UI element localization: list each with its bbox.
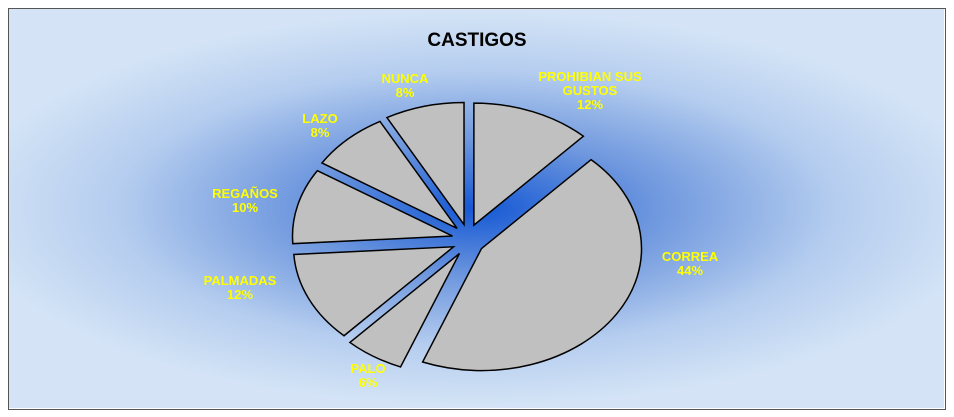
- chart-frame: [8, 8, 946, 410]
- slice-label: PALO: [350, 361, 386, 376]
- slice-label: REGAÑOS: [212, 186, 278, 201]
- slice-label: PALMADAS: [203, 273, 277, 288]
- pie-slice: [320, 120, 458, 230]
- pie-slice: [473, 102, 585, 227]
- slice-value-label: 8%: [395, 85, 415, 100]
- slice-value-label: 8%: [310, 125, 330, 140]
- slice-value-label: 12%: [226, 287, 254, 302]
- slice-value-label: 6%: [358, 375, 378, 390]
- slice-value-label: 44%: [676, 263, 704, 278]
- slice-label: LAZO: [302, 111, 338, 126]
- slice-label: CORREA: [661, 249, 719, 264]
- pie-slice: [348, 252, 461, 368]
- slice-value-label: 10%: [231, 200, 259, 215]
- slice-value-label: 12%: [576, 97, 604, 112]
- slice-label: PROHIBIAN SUS GUSTOS: [538, 69, 642, 98]
- pie-slice: [291, 169, 453, 245]
- chart-title: CASTIGOS: [427, 30, 527, 51]
- pie-slice: [293, 245, 456, 337]
- slice-label: NUNCA: [381, 71, 429, 86]
- pie-slice: [385, 101, 465, 227]
- pie-slice: [421, 158, 643, 372]
